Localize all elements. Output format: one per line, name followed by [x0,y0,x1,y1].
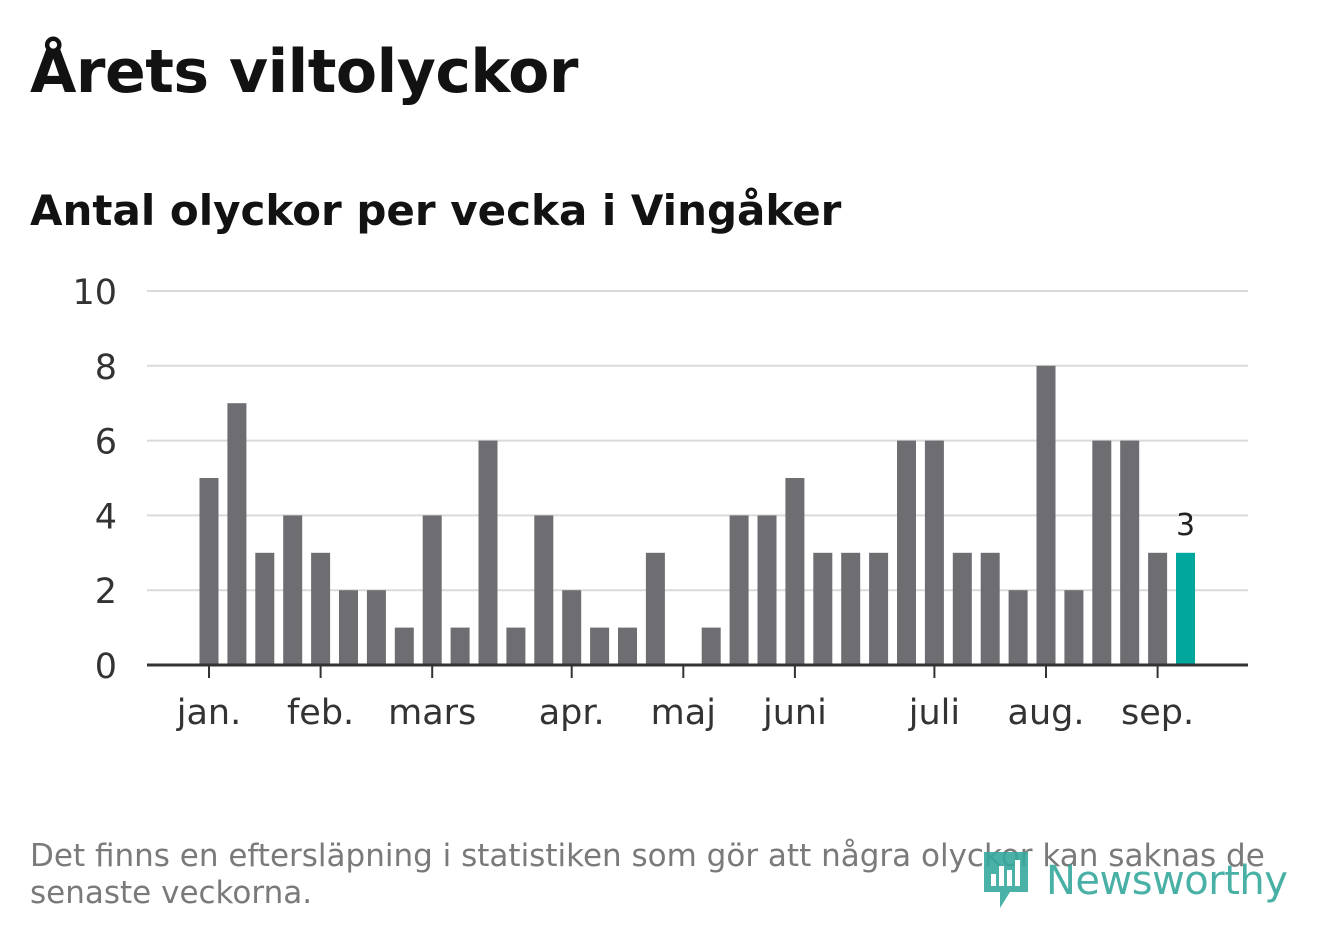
bar [422,515,442,665]
x-tick-label: feb. [287,693,354,733]
x-tick-label: mars [388,693,476,733]
bar [506,627,526,665]
bar [534,515,554,665]
footnote: Det finns en eftersläpning i statistiken… [30,838,1265,911]
bar [450,627,470,665]
highlight-bar [1176,552,1195,665]
bar [980,552,1000,665]
newsworthy-logo-icon [984,852,1028,908]
bar [1008,590,1028,665]
y-tick-label: 8 [95,348,117,388]
bar [1120,440,1140,665]
y-tick-label: 10 [72,273,117,313]
bar [897,440,916,665]
bar [701,627,721,665]
y-axis-ticks: 0 2 4 6 8 10 [72,273,117,687]
bar [785,478,805,665]
bar [283,515,303,665]
bar [1064,590,1084,665]
grid-lines [147,290,1248,592]
bars [199,365,1195,665]
bar [478,440,498,665]
x-tick-label: jan. [176,693,241,733]
bar [311,552,331,665]
x-axis: jan. feb. mars apr. maj juni juli aug. sep. [147,663,1248,733]
bar [952,552,972,665]
chart-title: Årets viltolyckor [30,37,579,107]
x-tick-label: juni [762,693,827,733]
bar [1148,552,1168,665]
y-tick-label: 0 [95,647,117,687]
bar [339,590,358,665]
bar [757,515,777,665]
bar [618,627,637,665]
newsworthy-logo: Newsworthy [980,848,1300,914]
highlight-value-label: 3 [1176,508,1195,543]
x-tick-label: aug. [1008,693,1085,733]
y-tick-label: 2 [95,572,117,612]
x-tick-label: apr. [539,693,605,733]
bar [227,403,247,665]
bar [729,515,749,665]
bar [1036,365,1056,665]
x-tick-label: maj [651,693,716,733]
bar [869,552,889,665]
brand-name: Newsworthy [1046,858,1288,904]
bar [255,552,275,665]
bar [841,552,861,665]
bar [394,627,414,665]
bar [813,552,833,665]
bar [590,627,610,665]
bar [562,590,582,665]
bar [924,440,944,665]
bar [366,590,386,665]
bar [1092,440,1112,665]
bar [645,552,665,665]
chart-subtitle: Antal olyckor per vecka i Vingåker [30,186,842,235]
annotations: 3 [1176,508,1195,543]
y-tick-label: 6 [95,423,117,463]
y-tick-label: 4 [95,497,117,537]
bar [199,478,219,665]
x-tick-label: sep. [1121,693,1194,733]
x-tick-label: juli [908,693,960,733]
